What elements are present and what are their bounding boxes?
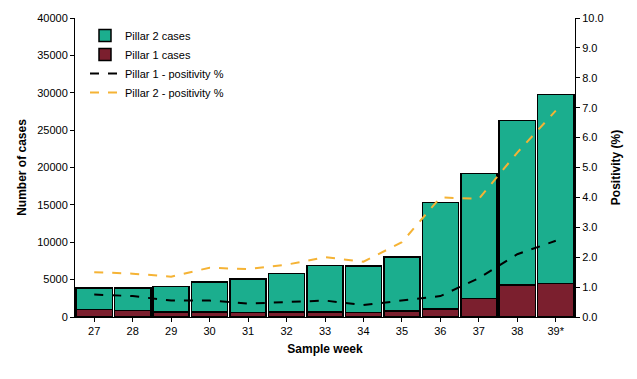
svg-text:Positivity (%): Positivity (%) bbox=[609, 130, 623, 205]
svg-text:0: 0 bbox=[62, 311, 68, 323]
svg-text:39*: 39* bbox=[548, 325, 565, 337]
svg-text:2.0: 2.0 bbox=[582, 251, 597, 263]
svg-text:37: 37 bbox=[473, 325, 485, 337]
svg-text:Sample week: Sample week bbox=[287, 342, 363, 356]
svg-text:10000: 10000 bbox=[37, 236, 68, 248]
svg-text:33: 33 bbox=[319, 325, 331, 337]
svg-text:6.0: 6.0 bbox=[582, 131, 597, 143]
svg-text:Pillar 2 cases: Pillar 2 cases bbox=[125, 30, 191, 42]
svg-text:38: 38 bbox=[511, 325, 523, 337]
svg-text:31: 31 bbox=[242, 325, 254, 337]
svg-text:15000: 15000 bbox=[37, 199, 68, 211]
svg-text:10.0: 10.0 bbox=[582, 12, 603, 24]
svg-text:28: 28 bbox=[127, 325, 139, 337]
svg-text:27: 27 bbox=[88, 325, 100, 337]
svg-text:29: 29 bbox=[165, 325, 177, 337]
svg-text:5.0: 5.0 bbox=[582, 161, 597, 173]
svg-text:25000: 25000 bbox=[37, 124, 68, 136]
svg-text:40000: 40000 bbox=[37, 12, 68, 24]
svg-text:35000: 35000 bbox=[37, 49, 68, 61]
svg-text:Pillar 1 - positivity %: Pillar 1 - positivity % bbox=[125, 68, 224, 80]
svg-text:1.0: 1.0 bbox=[582, 281, 597, 293]
svg-text:30: 30 bbox=[203, 325, 215, 337]
svg-text:20000: 20000 bbox=[37, 161, 68, 173]
svg-text:32: 32 bbox=[280, 325, 292, 337]
svg-text:Number of cases: Number of cases bbox=[15, 119, 29, 216]
svg-text:4.0: 4.0 bbox=[582, 191, 597, 203]
svg-text:3.0: 3.0 bbox=[582, 221, 597, 233]
svg-text:Pillar 2 - positivity %: Pillar 2 - positivity % bbox=[125, 87, 224, 99]
svg-text:36: 36 bbox=[434, 325, 446, 337]
svg-text:0.0: 0.0 bbox=[582, 311, 597, 323]
svg-text:9.0: 9.0 bbox=[582, 42, 597, 54]
svg-text:34: 34 bbox=[357, 325, 369, 337]
svg-text:35: 35 bbox=[396, 325, 408, 337]
svg-text:Pillar 1 cases: Pillar 1 cases bbox=[125, 49, 191, 61]
svg-text:8.0: 8.0 bbox=[582, 72, 597, 84]
svg-text:7.0: 7.0 bbox=[582, 102, 597, 114]
svg-text:30000: 30000 bbox=[37, 87, 68, 99]
svg-text:5000: 5000 bbox=[43, 273, 67, 285]
